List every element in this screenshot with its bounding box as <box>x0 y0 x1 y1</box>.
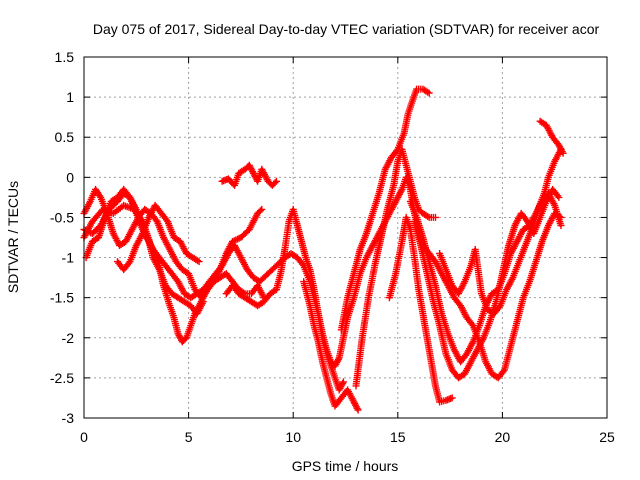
series-track-8 <box>300 278 362 414</box>
data-markers <box>385 213 456 406</box>
data-markers <box>82 185 207 318</box>
series-track-5 <box>114 201 203 274</box>
series-track-6 <box>218 161 280 189</box>
data-markers <box>536 117 567 157</box>
series-track-14 <box>436 145 565 318</box>
x-tick-label: 0 <box>80 429 88 445</box>
plot-frame <box>83 56 608 419</box>
series-track-7 <box>222 205 347 394</box>
y-tick-label: -1 <box>62 250 75 266</box>
y-tick-label: 0 <box>66 169 74 185</box>
x-tick-label: 5 <box>185 429 193 445</box>
data-markers <box>436 145 565 318</box>
y-tick-label: 0.5 <box>55 129 75 145</box>
y-tick-label: -2 <box>62 330 75 346</box>
data-markers <box>300 278 362 414</box>
x-tick-label: 25 <box>599 429 615 445</box>
axes: 0 5 10 15 20 25 -3 -2.5 -2 -1.5 -1 -0.5 0 0.5 1 1.5 <box>50 49 615 445</box>
data-markers <box>218 161 280 189</box>
data-markers <box>222 205 347 394</box>
y-tick-label: 1.5 <box>55 49 75 65</box>
y-tick-label: -1.5 <box>50 290 74 306</box>
series-track-15 <box>536 117 567 157</box>
x-tick-label: 20 <box>495 429 511 445</box>
x-tick-label: 15 <box>390 429 406 445</box>
x-tick-label: 10 <box>285 429 301 445</box>
y-axis-label: SDTVAR / TECUs <box>5 181 21 293</box>
series-track-9 <box>337 85 433 334</box>
series-track-4 <box>82 185 207 318</box>
data-markers <box>337 85 433 334</box>
data-markers <box>114 201 203 274</box>
series-track-13 <box>411 185 563 382</box>
y-tick-label: 1 <box>66 89 74 105</box>
y-tick-label: -0.5 <box>50 209 74 225</box>
data-markers <box>352 145 439 390</box>
data-markers <box>411 185 563 382</box>
data-points <box>80 85 567 414</box>
x-axis-label: GPS time / hours <box>292 458 399 474</box>
series-track-11 <box>385 213 456 406</box>
y-tick-label: -3 <box>62 410 75 426</box>
series-track-10 <box>352 145 439 390</box>
y-tick-label: -2.5 <box>50 370 74 386</box>
chart-title: Day 075 of 2017, Sidereal Day-to-day VTE… <box>93 21 600 37</box>
